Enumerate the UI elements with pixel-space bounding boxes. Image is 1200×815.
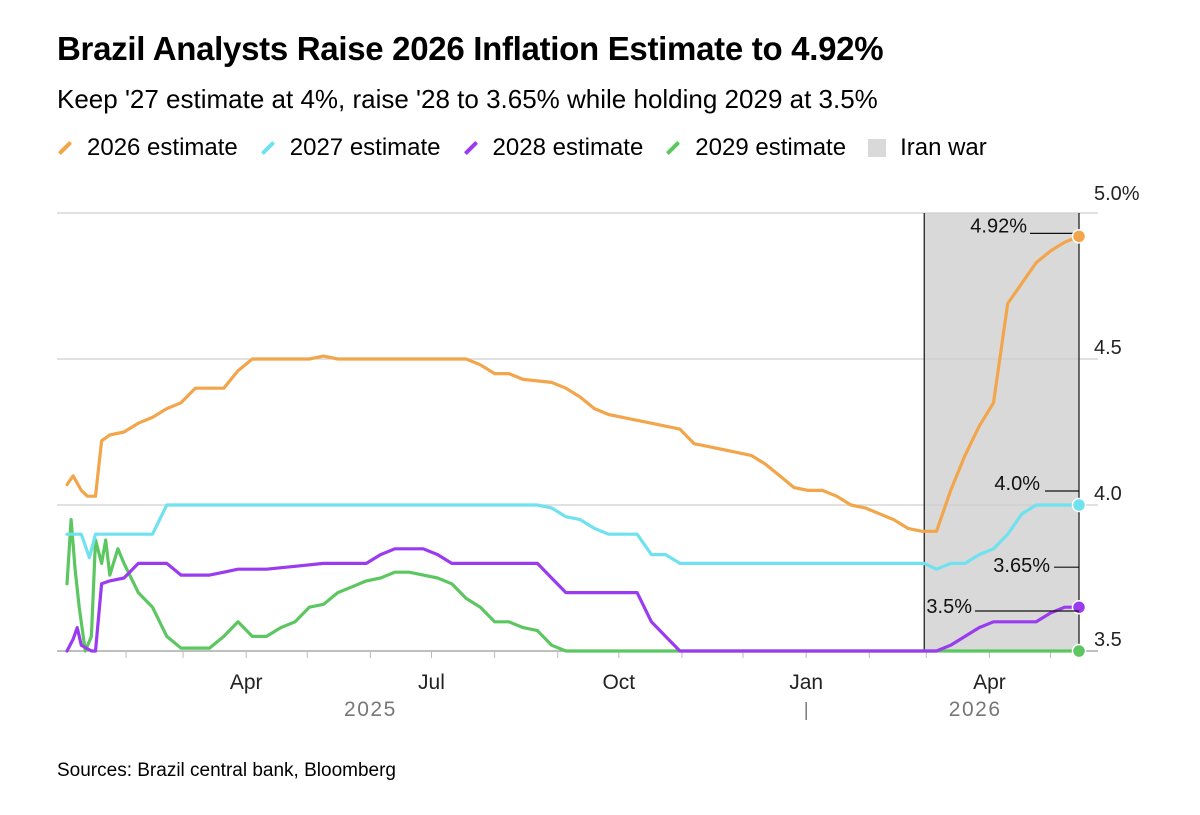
chart-title: Brazil Analysts Raise 2026 Inflation Est… (57, 30, 884, 67)
x-tick-label: Oct (602, 671, 635, 694)
end-label: 3.5% (926, 596, 972, 618)
x-year-label: 2025 (344, 698, 397, 721)
series-line-2027-estimate (65, 503, 1081, 571)
legend-item-2028: 2028 estimate (463, 134, 644, 162)
legend: 2026 estimate 2027 estimate 2028 estimat… (57, 132, 1009, 164)
legend-label-2028: 2028 estimate (492, 134, 644, 161)
shaded-period-iran-war (924, 213, 1079, 651)
legend-label-2026: 2026 estimate (87, 134, 238, 161)
y-tick-label: 3.5 (1094, 629, 1122, 651)
end-dot-2026-estimate (1071, 229, 1087, 244)
legend-swatch-iran-war (868, 139, 887, 157)
legend-item-2029: 2029 estimate (665, 134, 846, 162)
x-tick-label: Apr (230, 671, 263, 694)
x-year-label: 2026 (949, 698, 1002, 721)
end-dot-2027-estimate (1071, 497, 1087, 513)
y-tick-label: 4.5 (1094, 337, 1122, 359)
x-tick-label: Jan (789, 671, 823, 694)
legend-label-2027: 2027 estimate (289, 134, 441, 161)
end-label: 4.0% (994, 473, 1040, 495)
y-tick-label: 5.0% (1094, 183, 1140, 205)
legend-item-2027: 2027 estimate (260, 134, 441, 162)
chart-subtitle: Keep '27 estimate at 4%, raise '28 to 3.… (57, 84, 878, 114)
x-tick-label: Apr (973, 671, 1006, 694)
series-line-2028-estimate (65, 547, 1081, 653)
series-line-2026-estimate (65, 234, 1081, 533)
legend-item-iran-war: Iran war (868, 134, 987, 162)
end-label: 4.92% (970, 215, 1027, 237)
x-tick-label: Jul (418, 671, 445, 694)
source-note: Sources: Brazil central bank, Bloomberg (57, 760, 396, 781)
end-dot-2029-estimate (1071, 643, 1087, 659)
y-tick-label: 4.0 (1094, 483, 1122, 505)
legend-item-2026: 2026 estimate (57, 134, 238, 162)
legend-label-2029: 2029 estimate (695, 134, 847, 161)
series-line-2029-estimate (65, 518, 1081, 653)
end-label: 3.65% (993, 555, 1050, 577)
legend-label-iran-war: Iran war (900, 134, 987, 161)
end-dot-2028-estimate (1071, 599, 1087, 615)
